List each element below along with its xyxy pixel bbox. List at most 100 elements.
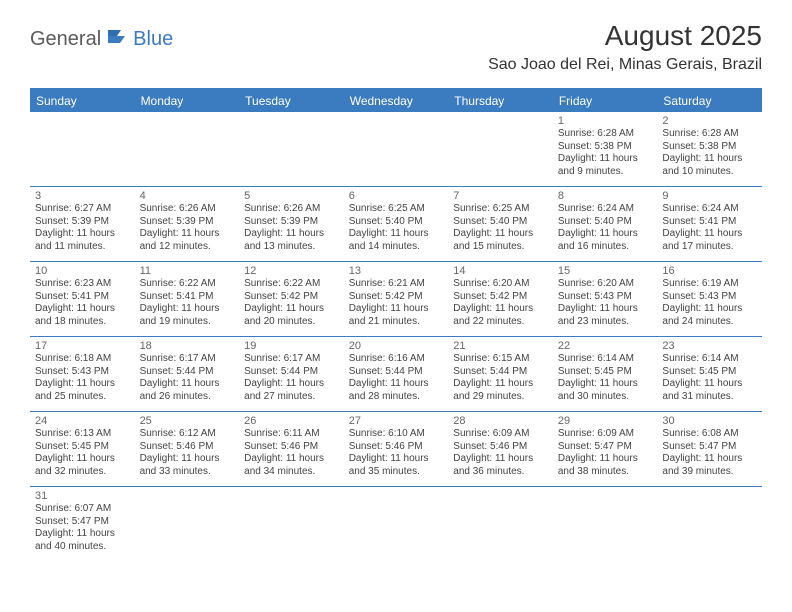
week-row: 24Sunrise: 6:13 AMSunset: 5:45 PMDayligh…	[30, 412, 762, 487]
daylight-line-1: Daylight: 11 hours	[35, 453, 130, 466]
daylight-line-1: Daylight: 11 hours	[662, 378, 757, 391]
sunrise-line: Sunrise: 6:17 AM	[140, 353, 235, 366]
daylight-line-2: and 16 minutes.	[558, 241, 653, 254]
daylight-line-1: Daylight: 11 hours	[349, 228, 444, 241]
day-header-cell: Monday	[135, 90, 240, 112]
daylight-line-1: Daylight: 11 hours	[349, 378, 444, 391]
daylight-line-1: Daylight: 11 hours	[140, 228, 235, 241]
day-number: 18	[140, 340, 235, 352]
day-cell: 13Sunrise: 6:21 AMSunset: 5:42 PMDayligh…	[344, 262, 449, 336]
daylight-line-1: Daylight: 11 hours	[558, 453, 653, 466]
day-cell: 4Sunrise: 6:26 AMSunset: 5:39 PMDaylight…	[135, 187, 240, 261]
sunrise-line: Sunrise: 6:14 AM	[662, 353, 757, 366]
daylight-line-1: Daylight: 11 hours	[558, 228, 653, 241]
day-number: 25	[140, 415, 235, 427]
sunset-line: Sunset: 5:41 PM	[662, 216, 757, 229]
day-cell: 2Sunrise: 6:28 AMSunset: 5:38 PMDaylight…	[657, 112, 762, 186]
sunset-line: Sunset: 5:39 PM	[35, 216, 130, 229]
sunrise-line: Sunrise: 6:24 AM	[558, 203, 653, 216]
daylight-line-1: Daylight: 11 hours	[35, 378, 130, 391]
day-header-cell: Sunday	[30, 90, 135, 112]
sunrise-line: Sunrise: 6:19 AM	[662, 278, 757, 291]
sunset-line: Sunset: 5:44 PM	[140, 366, 235, 379]
sunset-line: Sunset: 5:40 PM	[558, 216, 653, 229]
day-number: 11	[140, 265, 235, 277]
day-cell: 5Sunrise: 6:26 AMSunset: 5:39 PMDaylight…	[239, 187, 344, 261]
empty-cell	[344, 112, 449, 186]
sunset-line: Sunset: 5:39 PM	[140, 216, 235, 229]
daylight-line-2: and 30 minutes.	[558, 391, 653, 404]
daylight-line-2: and 40 minutes.	[35, 541, 130, 554]
sunrise-line: Sunrise: 6:20 AM	[453, 278, 548, 291]
day-number: 6	[349, 190, 444, 202]
sunrise-line: Sunrise: 6:08 AM	[662, 428, 757, 441]
daylight-line-1: Daylight: 11 hours	[244, 453, 339, 466]
day-cell: 25Sunrise: 6:12 AMSunset: 5:46 PMDayligh…	[135, 412, 240, 486]
day-number: 7	[453, 190, 548, 202]
day-number: 5	[244, 190, 339, 202]
daylight-line-2: and 20 minutes.	[244, 316, 339, 329]
daylight-line-1: Daylight: 11 hours	[558, 378, 653, 391]
sunrise-line: Sunrise: 6:11 AM	[244, 428, 339, 441]
daylight-line-2: and 32 minutes.	[35, 466, 130, 479]
daylight-line-2: and 14 minutes.	[349, 241, 444, 254]
daylight-line-2: and 36 minutes.	[453, 466, 548, 479]
daylight-line-1: Daylight: 11 hours	[140, 303, 235, 316]
sunset-line: Sunset: 5:38 PM	[558, 141, 653, 154]
empty-cell	[135, 112, 240, 186]
sunrise-line: Sunrise: 6:12 AM	[140, 428, 235, 441]
flag-icon	[107, 28, 129, 51]
sunset-line: Sunset: 5:44 PM	[244, 366, 339, 379]
sunset-line: Sunset: 5:47 PM	[35, 516, 130, 529]
day-number: 2	[662, 115, 757, 127]
empty-cell	[448, 112, 553, 186]
daylight-line-2: and 15 minutes.	[453, 241, 548, 254]
daylight-line-2: and 12 minutes.	[140, 241, 235, 254]
sunset-line: Sunset: 5:46 PM	[244, 441, 339, 454]
sunrise-line: Sunrise: 6:26 AM	[140, 203, 235, 216]
daylight-line-1: Daylight: 11 hours	[140, 453, 235, 466]
day-cell: 26Sunrise: 6:11 AMSunset: 5:46 PMDayligh…	[239, 412, 344, 486]
day-cell: 8Sunrise: 6:24 AMSunset: 5:40 PMDaylight…	[553, 187, 658, 261]
daylight-line-1: Daylight: 11 hours	[662, 228, 757, 241]
sunset-line: Sunset: 5:46 PM	[140, 441, 235, 454]
day-number: 8	[558, 190, 653, 202]
day-header-row: SundayMondayTuesdayWednesdayThursdayFrid…	[30, 90, 762, 112]
daylight-line-1: Daylight: 11 hours	[349, 303, 444, 316]
sunrise-line: Sunrise: 6:17 AM	[244, 353, 339, 366]
daylight-line-1: Daylight: 11 hours	[35, 303, 130, 316]
daylight-line-2: and 24 minutes.	[662, 316, 757, 329]
sunset-line: Sunset: 5:39 PM	[244, 216, 339, 229]
daylight-line-1: Daylight: 11 hours	[662, 153, 757, 166]
day-number: 31	[35, 490, 130, 502]
day-cell: 18Sunrise: 6:17 AMSunset: 5:44 PMDayligh…	[135, 337, 240, 411]
sunset-line: Sunset: 5:41 PM	[35, 291, 130, 304]
daylight-line-1: Daylight: 11 hours	[244, 378, 339, 391]
day-number: 15	[558, 265, 653, 277]
daylight-line-2: and 19 minutes.	[140, 316, 235, 329]
day-number: 10	[35, 265, 130, 277]
day-number: 13	[349, 265, 444, 277]
day-number: 27	[349, 415, 444, 427]
sunset-line: Sunset: 5:42 PM	[244, 291, 339, 304]
sunrise-line: Sunrise: 6:22 AM	[244, 278, 339, 291]
day-number: 30	[662, 415, 757, 427]
sunset-line: Sunset: 5:38 PM	[662, 141, 757, 154]
daylight-line-2: and 28 minutes.	[349, 391, 444, 404]
empty-cell	[448, 487, 553, 561]
day-number: 24	[35, 415, 130, 427]
sunrise-line: Sunrise: 6:15 AM	[453, 353, 548, 366]
location-text: Sao Joao del Rei, Minas Gerais, Brazil	[488, 56, 762, 74]
day-cell: 9Sunrise: 6:24 AMSunset: 5:41 PMDaylight…	[657, 187, 762, 261]
week-row: 3Sunrise: 6:27 AMSunset: 5:39 PMDaylight…	[30, 187, 762, 262]
sunrise-line: Sunrise: 6:20 AM	[558, 278, 653, 291]
sunrise-line: Sunrise: 6:27 AM	[35, 203, 130, 216]
sunrise-line: Sunrise: 6:22 AM	[140, 278, 235, 291]
daylight-line-2: and 22 minutes.	[453, 316, 548, 329]
empty-cell	[239, 487, 344, 561]
day-number: 9	[662, 190, 757, 202]
day-cell: 6Sunrise: 6:25 AMSunset: 5:40 PMDaylight…	[344, 187, 449, 261]
day-cell: 10Sunrise: 6:23 AMSunset: 5:41 PMDayligh…	[30, 262, 135, 336]
day-header-cell: Thursday	[448, 90, 553, 112]
empty-cell	[657, 487, 762, 561]
